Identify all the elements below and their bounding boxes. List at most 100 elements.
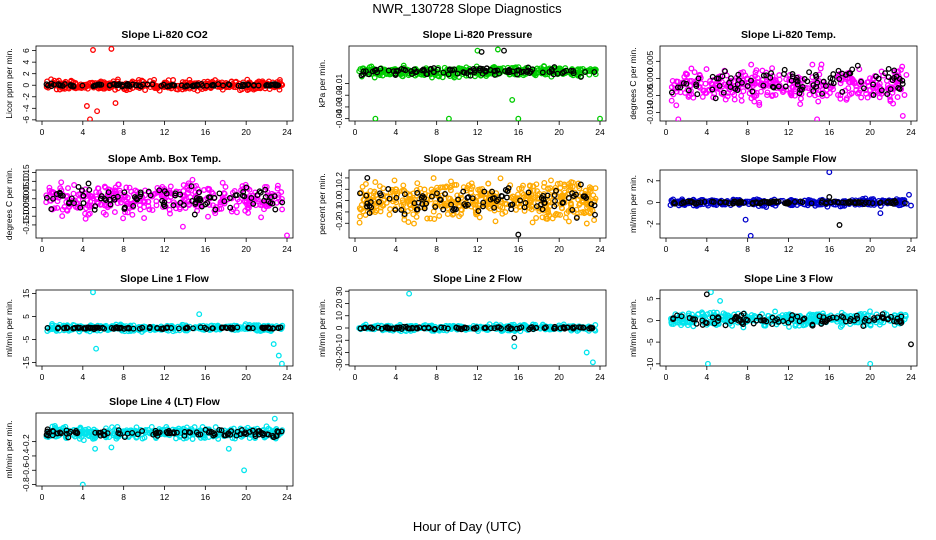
data-point: [85, 180, 92, 187]
x-axis: 0 4 8 12 16 20 24: [664, 121, 916, 137]
data-point: [897, 318, 904, 325]
data-point: [57, 429, 63, 436]
panel-3: Slope Li-820 Temp.0 4 8 12 16 20 24-0.010-0.00…: [628, 29, 918, 137]
data-point: [400, 199, 407, 206]
y-tick-label: 0: [645, 318, 655, 323]
data-point: [268, 81, 275, 88]
data-point: [278, 360, 285, 366]
data-point: [393, 68, 400, 75]
data-point: [180, 202, 187, 209]
data-point: [810, 82, 817, 89]
point-layer: [668, 290, 914, 366]
data-point: [693, 320, 700, 327]
data-point: [385, 325, 392, 332]
data-point: [123, 427, 130, 434]
data-point: [448, 198, 455, 205]
data-point: [530, 183, 537, 190]
x-tick-label: 4: [704, 127, 709, 137]
data-point: [505, 185, 512, 192]
data-point: [50, 195, 56, 202]
data-point: [171, 82, 178, 89]
data-point: [772, 91, 779, 98]
data-point: [703, 66, 710, 73]
data-point: [409, 324, 416, 331]
data-point: [738, 97, 745, 104]
panel-title: Slope Li-820 Temp.: [741, 29, 836, 41]
x-tick-label: 12: [473, 372, 483, 382]
data-point: [887, 86, 894, 93]
panel-title: Slope Line 4 (LT) Flow: [109, 396, 220, 408]
x-tick-label: 0: [40, 372, 45, 382]
data-point: [513, 325, 520, 332]
data-point: [100, 209, 107, 216]
data-point: [845, 200, 852, 206]
data-point: [185, 186, 192, 193]
data-point: [551, 192, 558, 199]
data-point: [865, 199, 872, 206]
x-tick-label: 20: [241, 244, 251, 254]
point-layer: [44, 290, 286, 366]
y-tick-label: -5: [645, 338, 655, 346]
data-point: [86, 186, 93, 193]
data-point: [523, 68, 530, 75]
data-point: [458, 325, 465, 332]
data-point: [710, 76, 717, 83]
x-tick-label: 24: [906, 127, 916, 137]
data-point: [715, 314, 721, 321]
data-point: [423, 200, 430, 207]
data-point: [871, 315, 877, 322]
data-point: [183, 424, 190, 431]
data-point: [444, 211, 451, 218]
y-tick-label: 30: [334, 286, 344, 296]
series-2: [43, 80, 282, 90]
data-point: [216, 206, 223, 212]
data-point: [469, 183, 476, 190]
data-point: [540, 192, 546, 199]
x-tick-label: 24: [906, 372, 916, 382]
data-point: [722, 96, 729, 103]
data-point: [386, 195, 393, 202]
data-point: [835, 92, 841, 98]
data-point: [830, 71, 837, 78]
data-point: [551, 64, 558, 71]
data-point: [189, 176, 196, 183]
data-point: [497, 175, 504, 182]
data-point: [245, 81, 252, 88]
data-point: [717, 297, 724, 304]
data-point: [559, 200, 566, 207]
y-tick-label: 0: [21, 83, 31, 88]
data-point: [818, 199, 825, 206]
x-tick-label: 12: [160, 244, 170, 254]
data-point: [695, 75, 702, 82]
data-point: [688, 65, 695, 72]
data-point: [241, 467, 248, 474]
data-point: [799, 83, 806, 90]
data-point: [82, 215, 89, 222]
data-point: [237, 83, 244, 90]
data-point: [744, 83, 751, 89]
data-point: [48, 206, 55, 213]
data-point: [865, 78, 872, 85]
data-point: [530, 196, 536, 202]
data-point: [570, 179, 576, 186]
data-point: [754, 78, 761, 85]
data-point: [789, 71, 796, 77]
data-point: [498, 325, 504, 332]
series-2: [357, 174, 598, 238]
data-point: [424, 71, 431, 78]
data-point: [436, 196, 443, 203]
data-point: [67, 82, 74, 88]
y-tick-label: 2: [21, 71, 31, 76]
data-point: [445, 71, 452, 78]
data-point: [557, 184, 564, 191]
data-point: [782, 83, 789, 90]
data-point: [80, 200, 87, 207]
x-tick-label: 16: [825, 127, 835, 137]
data-point: [493, 198, 500, 205]
data-point: [124, 81, 131, 88]
data-point: [161, 83, 167, 90]
data-point: [736, 199, 743, 205]
y-tick-label: 0.000: [645, 67, 655, 89]
data-point: [509, 193, 516, 200]
data-point: [448, 178, 454, 185]
